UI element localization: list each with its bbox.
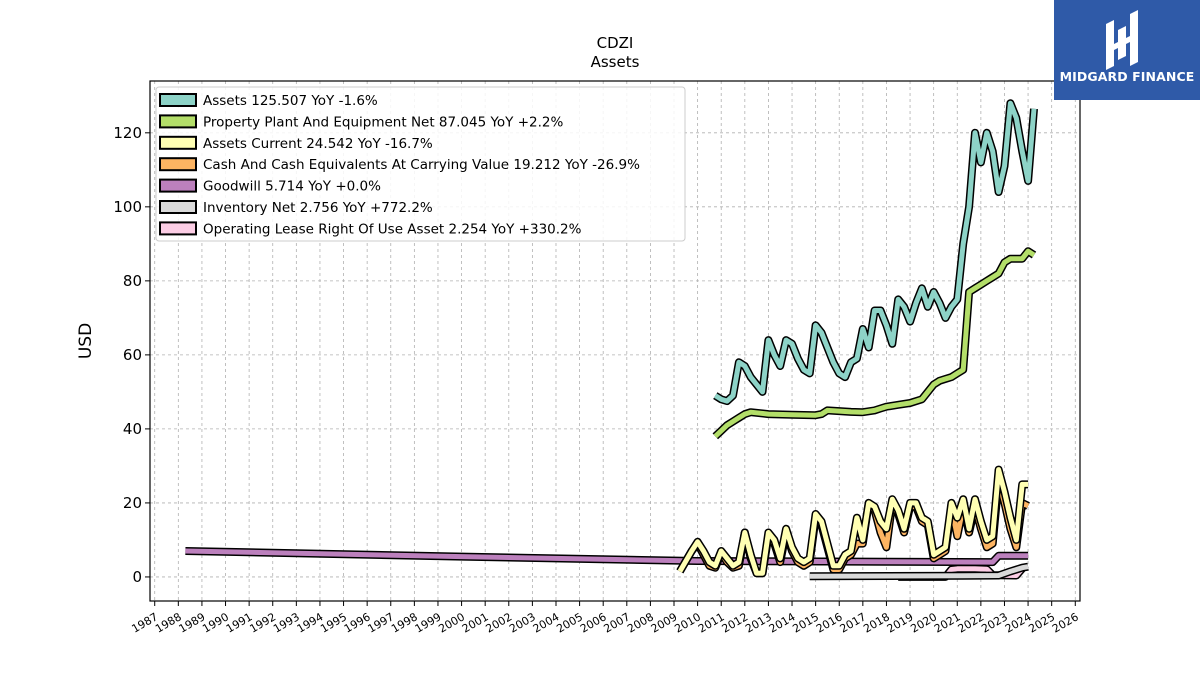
x-axis: 1987198819891990199119921993199419951996… [129, 601, 1081, 636]
brand-name: MIDGARD FINANCE [1059, 69, 1195, 84]
plot-frame [149, 80, 1081, 602]
legend-entry: Operating Lease Right Of Use Asset 2.254… [203, 221, 582, 237]
legend-swatch [159, 178, 197, 193]
legend-swatch [159, 114, 197, 129]
y-tick-label: 100 [113, 198, 142, 216]
series-line-assets [713, 100, 1037, 404]
legend-swatch [159, 93, 197, 107]
y-tick-label: 0 [132, 568, 142, 586]
brand-logo: MIDGARD FINANCE [1054, 0, 1200, 100]
series-line-inventory-net [809, 564, 1029, 579]
series-line-goodwill [185, 548, 1029, 565]
y-tick-label: 80 [123, 272, 142, 290]
series-line-assets-current [677, 467, 1029, 576]
legend-swatch [159, 157, 197, 172]
y-tick-label: 60 [123, 346, 142, 364]
legend-entry: Cash And Cash Equivalents At Carrying Va… [203, 157, 640, 173]
legend-box [155, 86, 686, 242]
y-tick-label: 120 [113, 124, 142, 142]
midgard-logo-icon [1106, 10, 1138, 70]
legend-swatch [159, 221, 197, 236]
series-lines [185, 99, 1038, 581]
x-tick-label: 2026 [1050, 610, 1081, 635]
y-axis: 0 20 40 60 80 100 120 [113, 124, 150, 586]
legend-entry: Property Plant And Equipment Net 87.045 … [203, 114, 563, 130]
legend-swatch [159, 200, 197, 214]
y-axis-label: USD [76, 323, 96, 359]
y-tick-label: 40 [123, 420, 142, 438]
legend-swatch [159, 135, 197, 150]
chart-subtitle: Assets [591, 53, 640, 71]
legend-entry: Assets 125.507 YoY -1.6% [203, 93, 378, 109]
y-tick-label: 20 [123, 494, 142, 512]
legend: Assets 125.507 YoY -1.6% Property Plant A… [155, 86, 686, 242]
chart-title: CDZI [597, 34, 634, 52]
legend-entry: Inventory Net 2.756 YoY +772.2% [203, 200, 433, 216]
legend-entry: Goodwill 5.714 YoY +0.0% [203, 179, 381, 195]
series-line-property-plant-and-equipment-net [713, 248, 1036, 439]
legend-entry: Assets Current 24.542 YoY -16.7% [203, 136, 433, 152]
